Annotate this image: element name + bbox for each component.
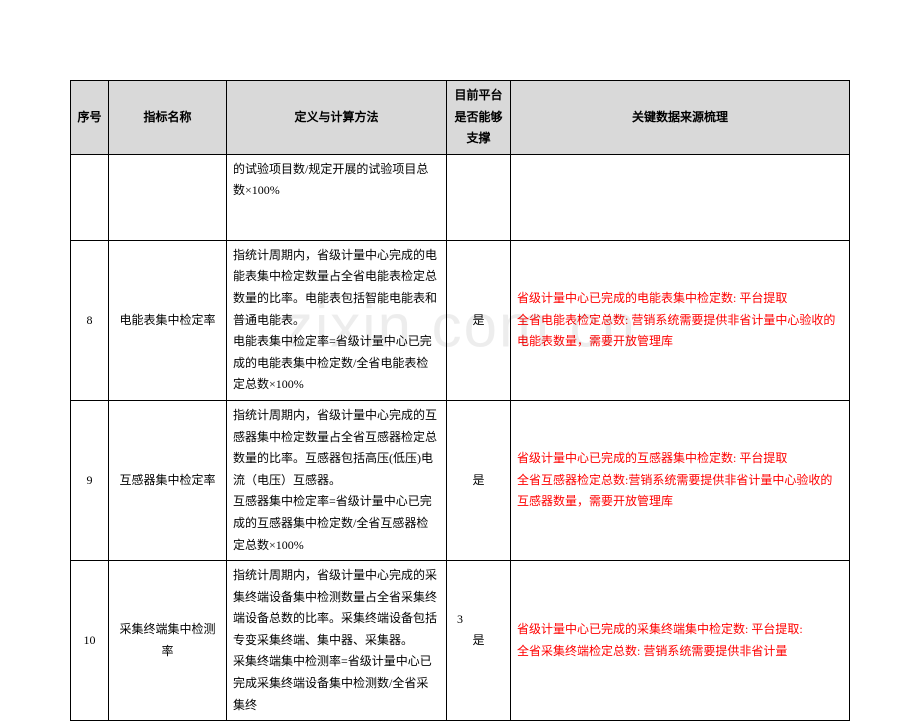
cell-source: 省级计量中心已完成的电能表集中检定数: 平台提取全省电能表检定总数: 营销系统需… xyxy=(511,240,850,400)
table-row: 10 采集终端集中检测率 指统计周期内，省级计量中心完成的采集终端设备集中检测数… xyxy=(71,561,850,721)
cell-name: 电能表集中检定率 xyxy=(109,240,227,400)
cell-seq xyxy=(71,154,109,240)
cell-name: 互感器集中检定率 xyxy=(109,400,227,560)
table-row: 8 电能表集中检定率 指统计周期内，省级计量中心完成的电能表集中检定数量占全省电… xyxy=(71,240,850,400)
col-header-def: 定义与计算方法 xyxy=(227,81,447,155)
col-header-support: 目前平台是否能够支撑 xyxy=(447,81,511,155)
cell-support: 是 xyxy=(447,400,511,560)
cell-def: 的试验项目数/规定开展的试验项目总数×100% xyxy=(227,154,447,240)
table-row: 9 互感器集中检定率 指统计周期内，省级计量中心完成的互感器集中检定数量占全省互… xyxy=(71,400,850,560)
cell-source xyxy=(511,154,850,240)
col-header-seq: 序号 xyxy=(71,81,109,155)
col-header-name: 指标名称 xyxy=(109,81,227,155)
cell-source: 省级计量中心已完成的互感器集中检定数: 平台提取全省互感器检定总数:营销系统需要… xyxy=(511,400,850,560)
col-header-source: 关键数据来源梳理 xyxy=(511,81,850,155)
cell-name: 采集终端集中检测率 xyxy=(109,561,227,721)
table-row: 的试验项目数/规定开展的试验项目总数×100% xyxy=(71,154,850,240)
page-number: 3 xyxy=(457,612,463,627)
cell-support xyxy=(447,154,511,240)
cell-name xyxy=(109,154,227,240)
cell-support: 是 xyxy=(447,561,511,721)
cell-seq: 10 xyxy=(71,561,109,721)
cell-def: 指统计周期内，省级计量中心完成的电能表集中检定数量占全省电能表检定总数量的比率。… xyxy=(227,240,447,400)
cell-seq: 8 xyxy=(71,240,109,400)
cell-seq: 9 xyxy=(71,400,109,560)
table-header-row: 序号 指标名称 定义与计算方法 目前平台是否能够支撑 关键数据来源梳理 xyxy=(71,81,850,155)
cell-def: 指统计周期内，省级计量中心完成的互感器集中检定数量占全省互感器检定总数量的比率。… xyxy=(227,400,447,560)
cell-def: 指统计周期内，省级计量中心完成的采集终端设备集中检测数量占全省采集终端设备总数的… xyxy=(227,561,447,721)
cell-source: 省级计量中心已完成的采集终端集中检定数: 平台提取:全省采集终端检定总数: 营销… xyxy=(511,561,850,721)
cell-support: 是 xyxy=(447,240,511,400)
